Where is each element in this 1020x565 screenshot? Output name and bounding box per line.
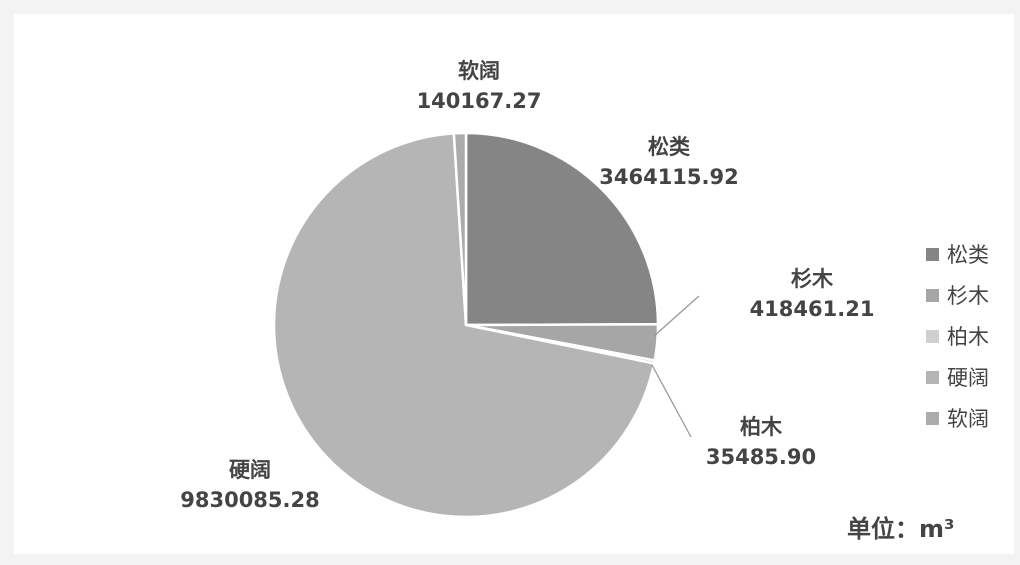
legend-item: 松类 [926, 236, 989, 272]
slice-value-label: 140167.27 [417, 89, 542, 113]
legend-label: 杉木 [947, 284, 989, 308]
slice-label: 松类 [648, 135, 691, 159]
slice-label: 硬阔 [229, 458, 271, 482]
legend-item: 柏木 [926, 318, 989, 354]
slice-value-label: 418461.21 [750, 297, 875, 321]
pie-slice [464, 131, 660, 327]
slice-value-label: 3464115.92 [599, 165, 738, 189]
legend-item: 硬阔 [926, 359, 989, 395]
leader-line [651, 364, 692, 438]
slice-label: 柏木 [740, 415, 783, 439]
legend-label: 松类 [947, 243, 989, 267]
legend-swatch [926, 329, 939, 343]
data-labels: 松类 3464115.92 杉木 418461.21 柏木 35485.90 硬阔 98300… [180, 59, 874, 512]
legend-swatch [926, 411, 939, 425]
legend-item: 软阔 [926, 400, 989, 436]
pie-slices [272, 131, 660, 519]
legend-swatch [926, 288, 939, 302]
legend-swatch [926, 247, 939, 261]
legend-label: 柏木 [947, 325, 989, 349]
slice-value-label: 9830085.28 [180, 488, 319, 512]
pie-chart: 松类 3464115.92 杉木 418461.21 柏木 35485.90 硬阔 98300… [180, 59, 874, 519]
slice-value-label: 35485.90 [706, 445, 816, 469]
pie-slice [452, 131, 468, 326]
chart-container: 松类 3464115.92 杉木 418461.21 柏木 35485.90 硬阔 98300… [14, 14, 1014, 554]
legend-swatch [926, 370, 939, 384]
legend-label: 软阔 [947, 407, 989, 431]
pie-slice [272, 132, 656, 519]
slice-label: 杉木 [791, 267, 834, 291]
leader-line [653, 295, 700, 337]
legend-item: 杉木 [926, 277, 989, 313]
legend: 松类杉木柏木硬阔软阔 [926, 236, 989, 436]
slice-label: 软阔 [458, 59, 500, 83]
unit-label: 单位：m³ [847, 515, 955, 543]
leader-lines [651, 295, 700, 438]
legend-label: 硬阔 [947, 366, 989, 390]
